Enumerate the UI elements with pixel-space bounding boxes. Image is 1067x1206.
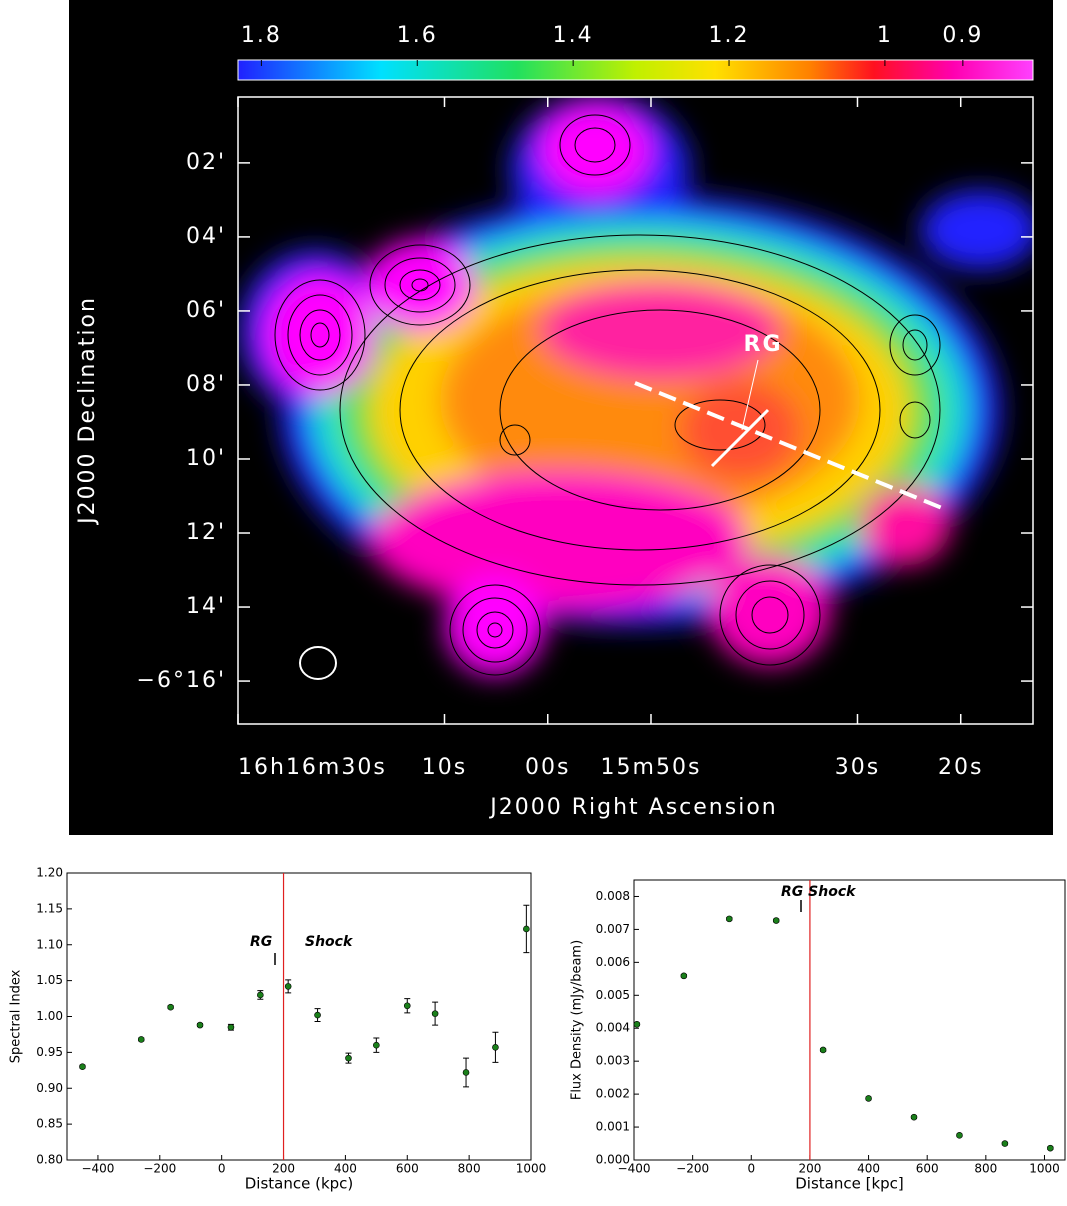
y-tick-label: 06' [186, 298, 226, 323]
x-tick-label: 400 [334, 1162, 357, 1176]
x-tick-label: 1000 [1029, 1162, 1060, 1176]
colorbar-tick-label: 0.9 [942, 23, 983, 48]
x-tick-label: −200 [143, 1162, 176, 1176]
x-axis-title: Distance (kpc) [245, 1175, 354, 1193]
x-tick-label: 400 [857, 1162, 880, 1176]
x-tick-label: 1000 [516, 1162, 547, 1176]
y-tick-label: 14' [186, 594, 226, 619]
y-tick-label: 1.15 [36, 901, 63, 915]
y-tick-label: 0.006 [596, 955, 630, 969]
colorbar [237, 59, 1034, 81]
y-tick-label: 1.10 [36, 937, 63, 951]
y-tick-label: 0.001 [596, 1120, 630, 1134]
y-tick-label: 0.85 [36, 1117, 63, 1131]
data-point [1001, 1140, 1009, 1147]
annotation: RG Shock [781, 884, 857, 900]
x-tick-label: 200 [272, 1162, 295, 1176]
y-tick-label: 08' [186, 372, 226, 397]
data-point [373, 1041, 380, 1049]
data-point [956, 1131, 963, 1139]
x-tick-label: 800 [974, 1162, 997, 1176]
data-point [492, 1044, 499, 1051]
data-point [1047, 1144, 1054, 1152]
data-point [314, 1011, 321, 1019]
x-tick-label: −200 [676, 1162, 709, 1176]
y-tick-label: 0.90 [36, 1081, 63, 1095]
data-point [462, 1069, 470, 1076]
y-tick-label: 0.007 [596, 922, 630, 936]
data-point [167, 1003, 174, 1011]
annotation: Shock [305, 934, 354, 950]
data-point [137, 1036, 145, 1043]
x-tick-label: 0 [218, 1162, 226, 1176]
data-point [633, 1020, 641, 1028]
y-tick-label: 0.002 [596, 1087, 630, 1101]
data-point [284, 983, 292, 990]
x-tick-label: 16h16m30s [238, 755, 387, 780]
map-frame [237, 96, 1034, 725]
data-point [819, 1046, 827, 1054]
y-tick-label: 0.003 [596, 1054, 630, 1068]
colorbar-tick-label: 1.2 [709, 23, 750, 48]
y-tick-label: 0.000 [596, 1153, 630, 1167]
y-tick-label: −6°16' [137, 668, 226, 693]
y-axis-title: J2000 Declination [75, 296, 100, 526]
rg-annotation: RG [744, 332, 783, 357]
y-tick-label: 1.20 [36, 866, 63, 880]
annotation: RG [250, 934, 272, 950]
x-tick-label: 30s [835, 755, 880, 780]
data-point [680, 972, 688, 980]
y-axis-title: Spectral Index [9, 969, 24, 1063]
data-point [910, 1113, 918, 1121]
colorbar-tick-label: 1.8 [241, 23, 282, 48]
data-point [523, 925, 530, 933]
colorbar-tick-label: 1.4 [553, 23, 594, 48]
x-tick-label: 0 [747, 1162, 755, 1176]
y-tick-label: 0.80 [36, 1153, 63, 1167]
y-tick-label: 12' [186, 520, 226, 545]
y-tick-label: 10' [186, 446, 226, 471]
data-point [403, 1002, 411, 1010]
x-tick-label: 00s [525, 755, 570, 780]
data-point [257, 991, 264, 999]
y-tick-label: 1.05 [36, 973, 63, 987]
y-tick-label: 0.95 [36, 1045, 63, 1059]
x-tick-label: −400 [618, 1162, 651, 1176]
x-tick-label: 20s [938, 755, 983, 780]
x-tick-label: 10s [422, 755, 467, 780]
data-point [772, 917, 780, 924]
data-point [79, 1063, 86, 1071]
y-tick-label: 04' [186, 224, 226, 249]
y-axis-title: Flux Density (mJy/beam) [570, 940, 585, 1100]
data-point [196, 1021, 204, 1029]
y-tick-label: 0.008 [596, 889, 630, 903]
plot-frame [633, 879, 1066, 1161]
x-tick-label: 15m50s [601, 755, 702, 780]
spectral-map [240, 97, 1033, 680]
x-tick-label: 600 [396, 1162, 419, 1176]
x-axis-title: J2000 Right Ascension [488, 795, 777, 820]
y-tick-label: 02' [186, 150, 226, 175]
colorbar-tick-label: 1.6 [397, 23, 438, 48]
data-point [431, 1010, 439, 1017]
data-point [865, 1095, 872, 1102]
data-point [227, 1023, 235, 1031]
x-tick-label: 200 [798, 1162, 821, 1176]
y-tick-label: 0.004 [596, 1021, 630, 1035]
x-axis-title: Distance [kpc] [795, 1175, 904, 1193]
x-tick-label: 600 [916, 1162, 939, 1176]
y-tick-label: 1.00 [36, 1009, 63, 1023]
x-tick-label: −400 [81, 1162, 114, 1176]
y-tick-label: 0.005 [596, 988, 630, 1002]
data-point [725, 915, 733, 923]
x-tick-label: 800 [458, 1162, 481, 1176]
plot-frame [66, 872, 532, 1161]
data-point [345, 1054, 352, 1062]
colorbar-tick-label: 1 [877, 23, 893, 48]
